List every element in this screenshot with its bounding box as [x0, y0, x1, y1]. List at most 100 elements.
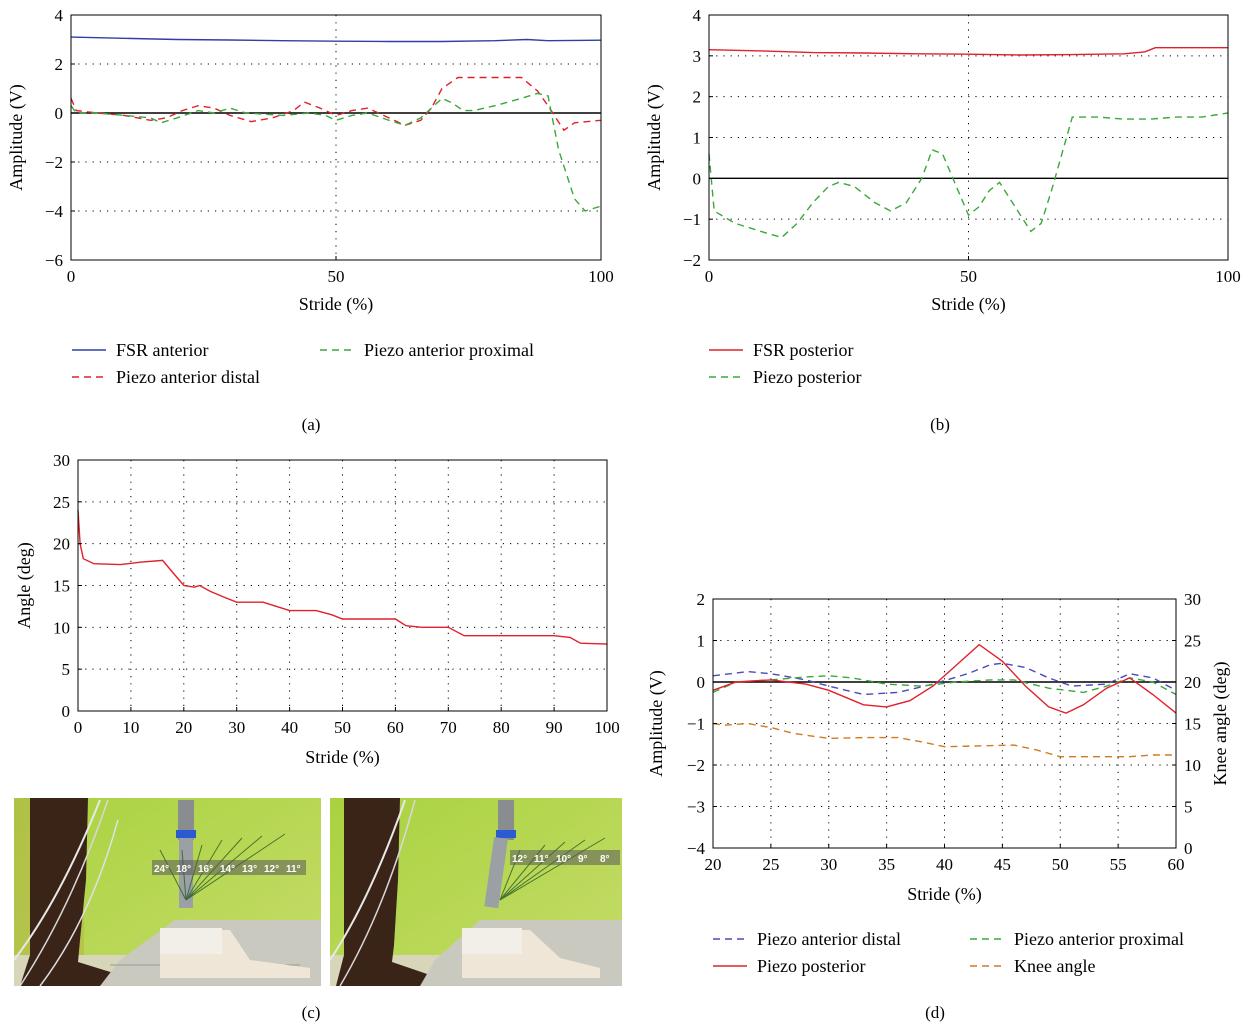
- legend-item: Piezo anterior distal: [713, 929, 901, 949]
- overlay-label-bg: [554, 850, 576, 865]
- overlay-angle-label: 8°: [600, 854, 610, 865]
- y-tick-label: 10: [53, 618, 70, 637]
- y-tick-label: 25: [53, 493, 70, 512]
- y-tick-label: 2: [693, 88, 702, 107]
- legend-label: Piezo anterior proximal: [1014, 929, 1184, 949]
- x-tick-label: 55: [1110, 855, 1127, 874]
- x-tick-label: 90: [546, 718, 563, 737]
- y-right-tick-label: 15: [1184, 715, 1201, 734]
- legend-label: FSR anterior: [116, 340, 209, 360]
- y-tick-label: 2: [697, 590, 706, 609]
- panel-label-c: (c): [302, 1003, 321, 1022]
- overlay-angle-label: 10°: [556, 854, 571, 865]
- x-axis-label: Stride (%): [907, 884, 981, 905]
- y-tick-label: −1: [683, 210, 701, 229]
- photo-overlay-right: 12° 11° 10° 9° 8°: [510, 850, 620, 865]
- series-fsr-anterior: [70, 36, 602, 43]
- series-piezo-anterior-distal: [70, 76, 602, 132]
- overlay-label-bg: [196, 860, 218, 875]
- series-line: [77, 510, 608, 645]
- legend-item: Knee angle: [970, 956, 1095, 976]
- overlay-angle-label: 12°: [264, 864, 279, 875]
- y-tick-label: 4: [693, 6, 702, 25]
- x-tick-label: 30: [820, 855, 837, 874]
- panel-label-d: (d): [925, 1003, 945, 1022]
- legend-item: Piezo posterior: [713, 956, 865, 976]
- y-tick-label: 4: [55, 6, 64, 25]
- legend-label: FSR posterior: [753, 340, 854, 360]
- series-piezo-anterior-distal: [712, 662, 1177, 696]
- y-tick-label: −4: [687, 839, 706, 858]
- series-piezo-posterior: [708, 112, 1229, 239]
- x-tick-label: 10: [122, 718, 139, 737]
- y-axis-label: Angle (deg): [14, 542, 35, 628]
- y-right-tick-label: 25: [1184, 632, 1201, 651]
- y-tick-label: 5: [62, 660, 71, 679]
- overlay-label-bg: [510, 850, 532, 865]
- legend-item: FSR anterior: [72, 340, 209, 360]
- overlay-label-bg: [152, 860, 174, 875]
- x-tick-label: 100: [1215, 267, 1241, 286]
- series-piezo-anterior-proximal: [712, 675, 1177, 696]
- y-right-tick-label: 20: [1184, 673, 1201, 692]
- overlay-label-bg: [218, 860, 240, 875]
- overlay-angle-label: 18°: [176, 864, 191, 875]
- legend-item: Piezo anterior distal: [72, 367, 260, 387]
- overlay-label-bg: [598, 850, 620, 865]
- chart-b: 0 50 100 −2 −1 0 1 2 3 4 Stride (%) Amplitude (V) FS…: [644, 6, 1241, 387]
- overlay-label-bg: [532, 850, 554, 865]
- series-piezo-posterior: [712, 643, 1177, 714]
- overlay-label-bg: [284, 860, 306, 875]
- legend-item: FSR posterior: [709, 340, 854, 360]
- y-tick-label: 2: [55, 55, 64, 74]
- y-axis-label-right: Knee angle (deg): [1210, 662, 1231, 786]
- x-tick-label: 50: [1052, 855, 1069, 874]
- series-fsr-posterior: [708, 47, 1228, 56]
- x-tick-label: 40: [936, 855, 953, 874]
- x-tick-label: 100: [594, 718, 620, 737]
- x-tick-label: 50: [328, 267, 345, 286]
- overlay-label-bg: [174, 860, 196, 875]
- overlay-angle-label: 12°: [512, 854, 527, 865]
- photo-left: [14, 798, 321, 986]
- legend-label: Knee angle: [1014, 956, 1095, 976]
- y-right-tick-label: 30: [1184, 590, 1201, 609]
- x-tick-label: 25: [762, 855, 779, 874]
- panel-label-b: (b): [930, 415, 950, 434]
- overlay-label-bg: [240, 860, 262, 875]
- y-right-tick-label: 0: [1184, 839, 1193, 858]
- x-tick-label: 0: [705, 267, 714, 286]
- y-tick-label: 1: [693, 129, 702, 148]
- legend-item: Piezo anterior proximal: [970, 929, 1184, 949]
- overlay-label-bg: [576, 850, 598, 865]
- y-tick-label: 0: [62, 702, 71, 721]
- x-tick-label: 60: [1168, 855, 1185, 874]
- y-tick-label: −2: [687, 756, 705, 775]
- legend-label: Piezo posterior: [753, 367, 861, 387]
- legend-label: Piezo anterior proximal: [364, 340, 534, 360]
- legend-label: Piezo anterior distal: [116, 367, 260, 387]
- x-tick-label: 70: [440, 718, 457, 737]
- y-tick-label: 1: [697, 632, 706, 651]
- x-axis-label: Stride (%): [931, 294, 1005, 315]
- chart-a: 0 50 100 −6 −4 −2 0 2 4 Stride (%) Amplitude (V) FS…: [6, 6, 614, 387]
- photo-overlay-left: 24° 18° 16° 14° 13° 12° 11°: [152, 860, 306, 875]
- x-tick-label: 60: [387, 718, 404, 737]
- y-tick-label: −6: [45, 251, 63, 270]
- y-tick-label: −4: [45, 202, 64, 221]
- x-tick-label: 40: [281, 718, 298, 737]
- y-right-tick-label: 10: [1184, 756, 1201, 775]
- y-tick-label: 3: [693, 47, 702, 66]
- y-right-tick-label: 5: [1184, 798, 1193, 817]
- y-tick-label: −2: [45, 153, 63, 172]
- legend-item: Piezo anterior proximal: [320, 340, 534, 360]
- x-tick-label: 80: [493, 718, 510, 737]
- y-tick-label: −2: [683, 251, 701, 270]
- x-tick-label: 0: [67, 267, 76, 286]
- series-knee-angle: [712, 722, 1176, 758]
- overlay-angle-label: 14°: [220, 864, 235, 875]
- overlay-angle-label: 11°: [534, 854, 549, 865]
- y-tick-label: −1: [687, 715, 705, 734]
- chart-c: 0 10 20 30 40 50 60 70 80 90 100 0 5 10 15 20 25 30 Stride…: [14, 451, 620, 768]
- y-tick-label: 30: [53, 451, 70, 470]
